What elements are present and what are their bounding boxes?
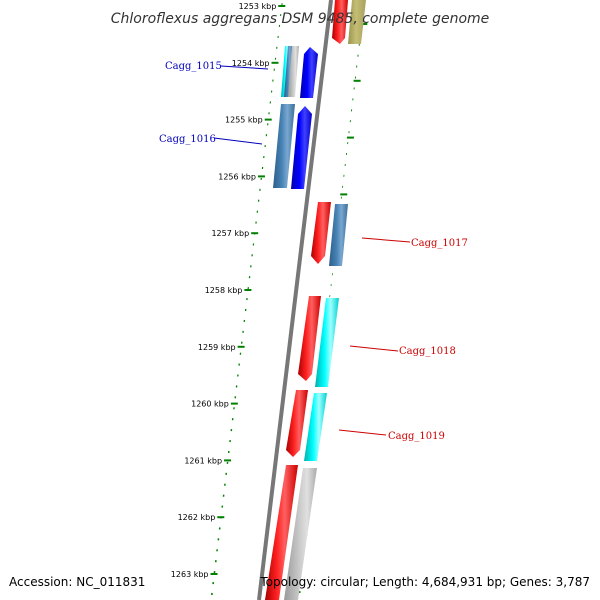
gene-cagg-1015-gray bbox=[288, 46, 299, 97]
gene-label-cagg-1017[interactable]: Cagg_1017 bbox=[411, 238, 468, 249]
gene-cyan-1019 bbox=[304, 393, 327, 461]
tick-label: 1259 kbp bbox=[198, 343, 236, 352]
gene-features bbox=[265, 0, 366, 600]
gene-cagg-1015-steel bbox=[284, 46, 293, 97]
tick-label: 1263 kbp bbox=[171, 570, 209, 579]
gene-label-cagg-1018[interactable]: Cagg_1018 bbox=[399, 346, 456, 357]
tick-label: 1253 kbp bbox=[239, 2, 277, 11]
gene-label-cagg-1015[interactable]: Cagg_1015 bbox=[165, 61, 222, 72]
gene-cagg-1016-steel bbox=[273, 104, 295, 188]
gene-blue-2 bbox=[291, 106, 312, 189]
gene-red-bottom bbox=[265, 465, 298, 600]
tick-label: 1255 kbp bbox=[225, 116, 263, 125]
tick-labels: 1253 kbp 1254 kbp 1255 kbp 1256 kbp 1257 kbp… bbox=[171, 2, 276, 579]
tick-label: 1261 kbp bbox=[184, 456, 222, 465]
gene-label-cagg-1019[interactable]: Cagg_1019 bbox=[388, 431, 445, 442]
tick-label: 1258 kbp bbox=[205, 286, 243, 295]
tick-label: 1254 kbp bbox=[232, 59, 270, 68]
gene-gray-bottom bbox=[284, 468, 317, 600]
gene-red-top bbox=[332, 0, 348, 44]
ruler-track-outer bbox=[211, 0, 284, 596]
genome-backbone bbox=[257, 0, 333, 600]
map-title: Chloroflexus aggregans DSM 9485, complet… bbox=[111, 11, 490, 27]
gene-labels: Cagg_1015 Cagg_1016 Cagg_1017 Cagg_1018 … bbox=[159, 61, 468, 442]
label-leaders bbox=[213, 65, 411, 436]
topology-text: Topology: circular; Length: 4,684,931 bp… bbox=[259, 575, 590, 589]
gene-cyan-1018 bbox=[315, 298, 339, 387]
gene-olive-top bbox=[348, 0, 366, 44]
gene-label-cagg-1016[interactable]: Cagg_1016 bbox=[159, 134, 216, 145]
tick-label: 1257 kbp bbox=[211, 229, 249, 238]
tick-label: 1260 kbp bbox=[191, 400, 229, 409]
gene-red-1018 bbox=[298, 296, 321, 381]
gene-red-1017 bbox=[311, 202, 331, 264]
gene-red-1019 bbox=[286, 390, 308, 457]
tick-label: 1256 kbp bbox=[218, 172, 256, 181]
accession-text: Accession: NC_011831 bbox=[9, 575, 145, 589]
gene-blue-1 bbox=[300, 47, 318, 98]
gene-steel-1017 bbox=[329, 204, 348, 266]
feature-track bbox=[212, 0, 364, 600]
tick-label: 1262 kbp bbox=[178, 513, 216, 522]
